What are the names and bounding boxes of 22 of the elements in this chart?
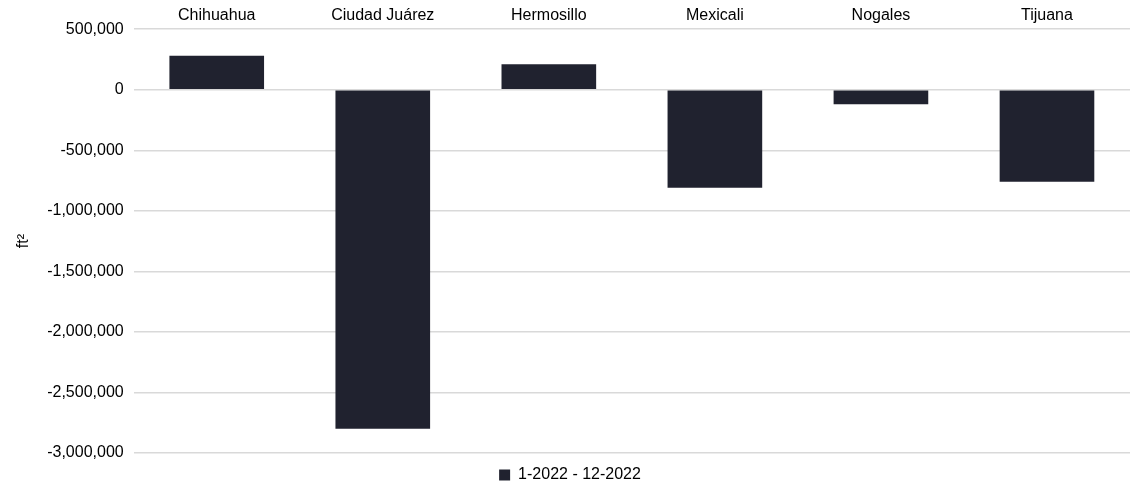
- y-tick-label: -2,500,000: [47, 382, 124, 400]
- bar: [501, 64, 597, 89]
- x-tick-label: Tijuana: [1021, 6, 1074, 24]
- x-tick-label: Nogales: [851, 6, 911, 24]
- bar: [833, 90, 929, 105]
- y-tick-label: -3,000,000: [47, 443, 124, 461]
- y-tick-label: -1,000,000: [47, 201, 124, 219]
- x-tick-label: Ciudad Juárez: [331, 6, 435, 24]
- y-tick-label: -500,000: [60, 140, 124, 158]
- y-tick-label: 0: [114, 80, 124, 98]
- y-tick-label: -2,000,000: [47, 322, 124, 340]
- bar: [169, 55, 265, 89]
- bar: [335, 90, 431, 429]
- y-tick-label: -1,500,000: [47, 261, 124, 279]
- x-tick-label: Chihuahua: [178, 6, 256, 24]
- legend-label: 1-2022 - 12-2022: [518, 465, 641, 483]
- y-tick-label: 500,000: [65, 19, 124, 37]
- y-axis-title: ft²: [14, 233, 32, 249]
- x-tick-label: Hermosillo: [511, 6, 587, 24]
- bar: [999, 90, 1095, 182]
- bar: [667, 90, 763, 188]
- x-tick-label: Mexicali: [685, 6, 744, 24]
